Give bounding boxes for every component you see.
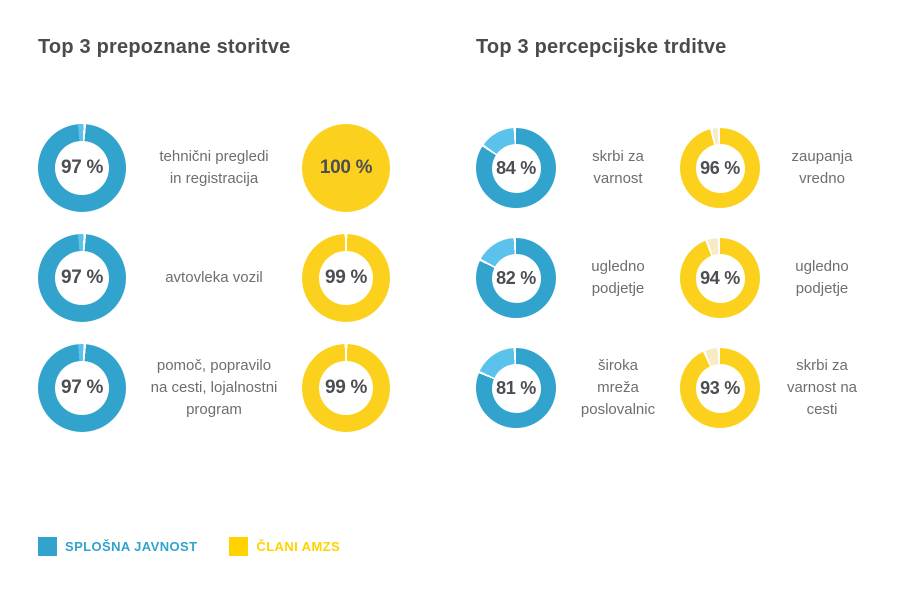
donut-value: 82 % — [496, 267, 536, 288]
chart-row: 81 % široka mreža poslovalnic 93 % skrbi… — [476, 333, 896, 443]
row-label-members: zaupanja vredno — [791, 148, 853, 187]
donut-value: 81 % — [496, 377, 536, 398]
section-title-recognized-services: Top 3 prepoznane storitve — [38, 36, 291, 58]
legend-item-clani-amzs: ČLANI AMZS — [229, 537, 340, 556]
donut-hole: 97 % — [55, 141, 109, 195]
legend-label-splosna-javnost: SPLOŠNA JAVNOST — [65, 539, 198, 554]
donut-clani-amzs: 99 % — [302, 344, 390, 432]
donut-value: 93 % — [700, 377, 740, 398]
donut-clani-amzs: 99 % — [302, 234, 390, 322]
row-label: avtovleka vozil — [165, 269, 263, 287]
donut-value: 96 % — [700, 157, 740, 178]
chart-panels: Top 3 prepoznane storitve 97 % tehnični … — [38, 30, 896, 443]
row-label-public: skrbi za varnost — [592, 148, 644, 187]
legend: SPLOŠNA JAVNOST ČLANI AMZS — [38, 537, 340, 556]
donut-clani-amzs: 100 % — [302, 124, 390, 212]
donut-hole: 97 % — [55, 361, 109, 415]
donut-value: 100 % — [319, 157, 373, 178]
row-label-members: ugledno podjetje — [795, 258, 849, 297]
row-label-members: skrbi za varnost na cesti — [786, 357, 858, 418]
donut-value: 99 % — [324, 267, 368, 288]
donut-splosna-javnost: 97 % — [38, 124, 126, 212]
chart-row: 97 % pomoč, popravilo na cesti, lojalnos… — [38, 333, 476, 443]
donut-hole: 99 % — [319, 361, 373, 415]
donut-hole: 84 % — [491, 143, 541, 193]
donut-splosna-javnost: 97 % — [38, 234, 126, 322]
legend-label-clani-amzs: ČLANI AMZS — [256, 539, 341, 554]
donut-value: 97 % — [60, 377, 104, 398]
donut-value: 97 % — [60, 267, 104, 288]
donut-clani-amzs: 93 % — [680, 348, 760, 428]
donut-splosna-javnost: 84 % — [476, 128, 556, 208]
donut-splosna-javnost: 81 % — [476, 348, 556, 428]
section-title-perception-statements: Top 3 percepcijske trditve — [476, 36, 727, 58]
donut-hole: 96 % — [695, 143, 745, 193]
donut-clani-amzs: 96 % — [680, 128, 760, 208]
section-perception-statements: Top 3 percepcijske trditve 84 % skrbi za… — [476, 30, 896, 443]
donut-hole: 94 % — [695, 253, 745, 303]
donut-hole: 97 % — [55, 251, 109, 305]
donut-hole: 100 % — [319, 141, 373, 195]
chart-row: 82 % ugledno podjetje 94 % ugledno podje… — [476, 223, 896, 333]
donut-splosna-javnost: 82 % — [476, 238, 556, 318]
donut-splosna-javnost: 97 % — [38, 344, 126, 432]
chart-row: 97 % tehnični pregledi in registracija 1… — [38, 113, 476, 223]
legend-item-splosna-javnost: SPLOŠNA JAVNOST — [38, 537, 197, 556]
donut-value: 97 % — [60, 157, 104, 178]
row-label: tehnični pregledi in registracija — [159, 148, 269, 187]
legend-swatch-yellow — [229, 537, 249, 556]
chart-row: 84 % skrbi za varnost 96 % zaupanja vred… — [476, 113, 896, 223]
chart-row: 97 % avtovleka vozil 99 % — [38, 223, 476, 333]
donut-value: 84 % — [496, 157, 536, 178]
legend-swatch-blue — [38, 537, 57, 556]
donut-value: 94 % — [700, 267, 740, 288]
donut-hole: 93 % — [695, 363, 745, 413]
donut-hole: 82 % — [491, 253, 541, 303]
donut-clani-amzs: 94 % — [680, 238, 760, 318]
donut-hole: 99 % — [319, 251, 373, 305]
row-label-public: široka mreža poslovalnic — [580, 357, 656, 418]
section-recognized-services: Top 3 prepoznane storitve 97 % tehnični … — [38, 30, 476, 443]
donut-value: 99 % — [324, 377, 368, 398]
row-label: pomoč, popravilo na cesti, lojalnostni p… — [150, 357, 278, 418]
row-label-public: ugledno podjetje — [591, 258, 645, 297]
donut-hole: 81 % — [491, 363, 541, 413]
